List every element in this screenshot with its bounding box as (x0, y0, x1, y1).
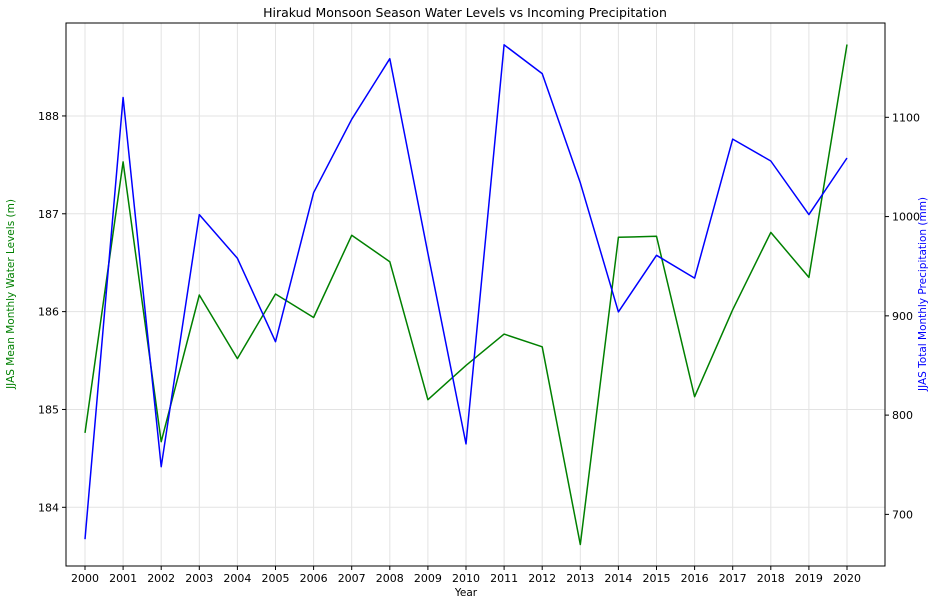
x-tick-label: 2016 (681, 572, 709, 585)
x-tick-label: 2011 (490, 572, 518, 585)
y-axis-right: 700 800 900 1000 1100 (885, 111, 920, 521)
y-axis-left: 184 185 186 187 188 (38, 110, 66, 514)
grid (66, 23, 885, 566)
y-right-tick-label: 800 (892, 409, 913, 422)
y-right-tick-label: 700 (892, 508, 913, 521)
x-tick-label: 2010 (452, 572, 480, 585)
y-right-tick-label: 1100 (892, 111, 920, 124)
x-tick-label: 2014 (604, 572, 632, 585)
x-tick-label: 2012 (528, 572, 556, 585)
x-tick-label: 2008 (376, 572, 404, 585)
x-tick-label: 2005 (262, 572, 290, 585)
y-left-tick-label: 188 (38, 110, 59, 123)
x-tick-label: 2020 (833, 572, 861, 585)
x-tick-label: 2003 (185, 572, 213, 585)
x-tick-label: 2015 (643, 572, 671, 585)
y-right-tick-label: 900 (892, 310, 913, 323)
plot-frame (65, 22, 886, 567)
y-left-tick-label: 184 (38, 501, 59, 514)
y-left-tick-label: 186 (38, 306, 59, 319)
y-left-tick-label: 187 (38, 208, 59, 221)
x-tick-label: 2009 (414, 572, 442, 585)
x-axis: 2000 2001 2002 2003 2004 2005 2006 2007 2008 2009… (71, 566, 861, 585)
x-tick-label: 2019 (795, 572, 823, 585)
y-left-tick-label: 185 (38, 403, 59, 416)
x-tick-label: 2004 (223, 572, 251, 585)
x-tick-label: 2017 (719, 572, 747, 585)
x-tick-label: 2000 (71, 572, 99, 585)
x-tick-label: 2002 (147, 572, 175, 585)
y-right-tick-label: 1000 (892, 211, 920, 224)
x-tick-label: 2006 (300, 572, 328, 585)
precipitation-line (84, 44, 848, 540)
y-axis-right-label: JJAS Total Monthly Precipitation (mm) (917, 197, 929, 392)
chart-title: Hirakud Monsoon Season Water Levels vs I… (263, 5, 667, 20)
x-tick-label: 2001 (109, 572, 137, 585)
x-tick-label: 2013 (566, 572, 594, 585)
series-layer (84, 44, 848, 546)
x-tick-label: 2007 (338, 572, 366, 585)
x-tick-label: 2018 (757, 572, 785, 585)
x-axis-label: Year (454, 587, 478, 599)
water-level-line (84, 44, 848, 546)
y-axis-left-label: JJAS Mean Monthly Water Levels (m) (5, 199, 17, 390)
